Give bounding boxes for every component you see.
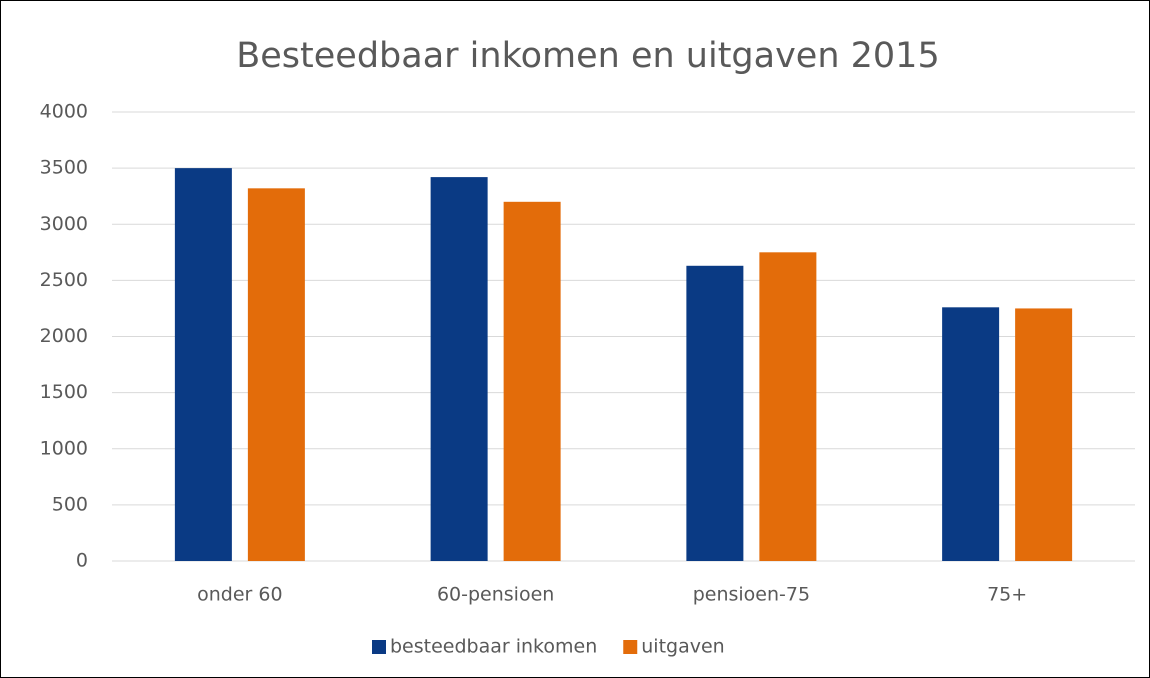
y-tick-label: 0 bbox=[76, 550, 88, 572]
bar bbox=[247, 188, 305, 561]
legend-swatch bbox=[623, 640, 638, 654]
bar bbox=[1015, 308, 1073, 561]
y-tick-label: 3500 bbox=[40, 157, 88, 179]
legend-swatch bbox=[372, 640, 386, 654]
y-tick-label: 2000 bbox=[40, 325, 88, 347]
y-tick-label: 4000 bbox=[40, 101, 88, 123]
y-tick-label: 500 bbox=[52, 493, 88, 515]
x-tick-label: pensioen-75 bbox=[693, 584, 810, 606]
bar bbox=[759, 252, 817, 561]
bar bbox=[174, 168, 232, 561]
x-tick-label: 75+ bbox=[987, 584, 1027, 606]
y-tick-label: 2500 bbox=[40, 269, 88, 291]
bar bbox=[503, 201, 561, 562]
bar bbox=[686, 265, 744, 561]
y-tick-label: 1000 bbox=[40, 437, 88, 459]
y-tick-label: 3000 bbox=[40, 213, 88, 235]
x-tick-label: 60-pensioen bbox=[437, 584, 554, 606]
bar bbox=[430, 177, 488, 562]
chart-title: Besteedbaar inkomen en uitgaven 2015 bbox=[236, 36, 939, 76]
x-tick-label: onder 60 bbox=[197, 584, 282, 606]
y-tick-label: 1500 bbox=[40, 381, 88, 403]
bar bbox=[942, 307, 1000, 561]
legend-label: uitgaven bbox=[641, 636, 724, 658]
legend-label: besteedbaar inkomen bbox=[390, 636, 597, 658]
